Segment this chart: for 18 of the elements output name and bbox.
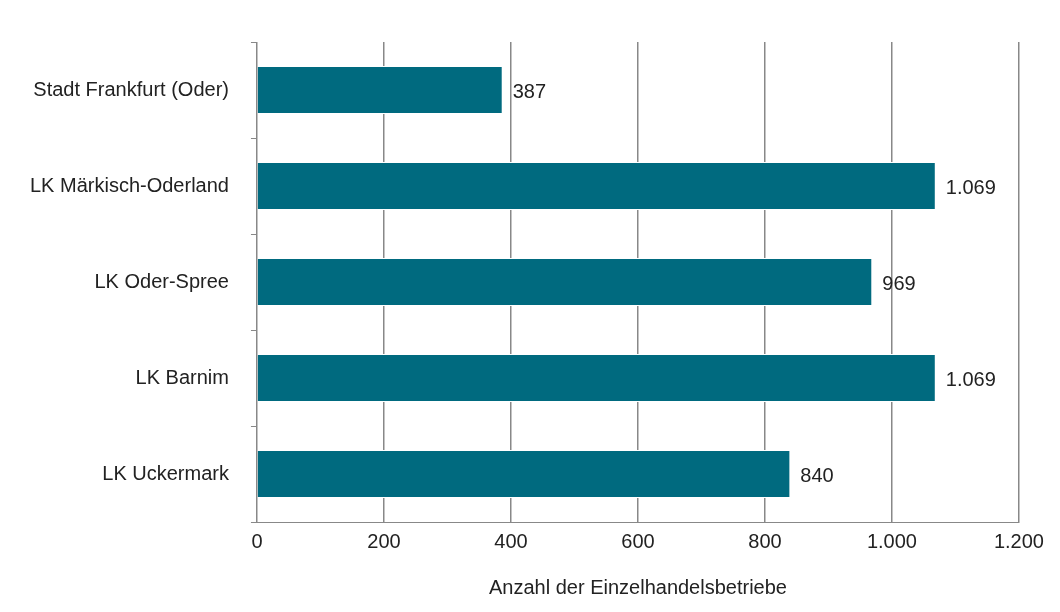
x-tick-label: 200: [367, 529, 401, 552]
y-tick-label: LK Märkisch-Oderland: [30, 173, 229, 196]
x-tick-label: 1.000: [866, 529, 918, 552]
x-axis-title: Anzahl der Einzelhandelsbetriebe: [488, 575, 787, 598]
x-tick-label: 0: [251, 529, 263, 552]
x-tick-label: 1.200: [993, 529, 1045, 552]
y-tick-label: Stadt Frankfurt (Oder): [33, 77, 229, 100]
y-tick-label: LK Oder-Spree: [94, 269, 229, 292]
data-label: 387: [512, 79, 547, 102]
x-tick-label: 400: [494, 529, 528, 552]
y-tick-label: LK Uckermark: [102, 461, 230, 484]
y-tick-label: LK Barnim: [135, 365, 229, 388]
x-tick-label: 600: [621, 529, 655, 552]
data-label: 1.069: [945, 175, 996, 198]
data-label: 969: [882, 271, 916, 294]
x-tick-label: 800: [748, 529, 782, 552]
data-label: 840: [800, 463, 834, 486]
data-label: 1.069: [945, 367, 996, 390]
